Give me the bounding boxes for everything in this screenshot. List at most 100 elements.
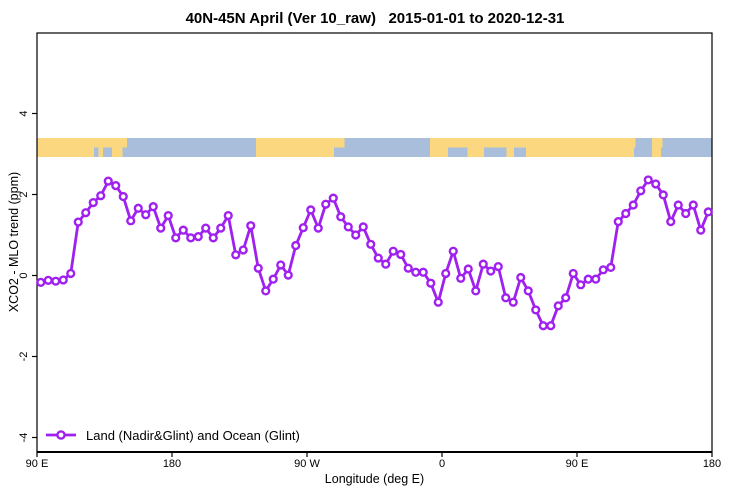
- data-point: [576, 280, 586, 290]
- map-band-land-segment: [430, 138, 636, 148]
- data-point: [81, 208, 91, 218]
- data-point: [651, 179, 661, 189]
- data-point: [411, 267, 421, 277]
- data-point: [418, 267, 428, 277]
- data-point: [688, 200, 698, 210]
- data-point: [216, 223, 226, 233]
- data-point: [553, 301, 563, 311]
- y-axis-title: XCO2 - MLO trend (ppm): [7, 171, 21, 313]
- data-point: [606, 262, 616, 273]
- data-point: [456, 273, 466, 283]
- data-point: [283, 270, 293, 280]
- map-band-ocean-segment: [634, 147, 652, 157]
- data-point: [186, 233, 196, 243]
- data-point: [666, 217, 676, 227]
- x-axis-title: Longitude (deg E): [324, 472, 425, 486]
- data-point: [156, 223, 166, 233]
- data-point: [628, 200, 638, 210]
- data-point: [291, 240, 301, 251]
- data-point: [591, 274, 601, 284]
- data-point: [126, 216, 136, 226]
- data-point: [231, 250, 241, 260]
- data-point: [306, 205, 316, 215]
- y-tick-label: 0: [18, 272, 30, 278]
- data-point: [373, 253, 383, 263]
- legend-circle-icon: [56, 430, 66, 440]
- data-point: [103, 176, 113, 186]
- data-point: [636, 186, 646, 196]
- data-point: [613, 217, 623, 227]
- map-band-ocean-segment: [334, 147, 430, 157]
- map-band-ocean-segment: [514, 147, 526, 157]
- x-tick-label: 0: [439, 458, 445, 470]
- x-tick-label: 90 E: [26, 458, 49, 470]
- data-point: [381, 259, 391, 269]
- data-point: [88, 198, 98, 208]
- map-band-ocean-segment: [448, 147, 468, 157]
- data-point: [343, 222, 353, 232]
- x-tick-label: 180: [163, 458, 181, 470]
- legend-marker: [46, 430, 76, 440]
- data-point: [493, 261, 503, 272]
- data-point: [673, 200, 683, 210]
- data-point: [396, 249, 406, 260]
- data-point: [163, 210, 173, 221]
- data-point: [43, 275, 53, 285]
- data-point: [246, 221, 256, 231]
- data-point: [366, 239, 376, 249]
- data-point: [133, 203, 143, 213]
- y-tick-label: 2: [18, 191, 30, 197]
- map-band-ocean-segment: [127, 138, 256, 148]
- data-point: [208, 233, 218, 243]
- map-band-land-segment: [37, 138, 127, 148]
- data-point: [261, 286, 271, 296]
- data-point: [111, 180, 121, 191]
- data-point: [448, 246, 458, 256]
- data-point: [471, 286, 481, 296]
- data-point: [621, 208, 631, 219]
- data-point: [238, 245, 248, 255]
- map-band-land-segment: [98, 147, 103, 157]
- map-band-land-segment: [256, 147, 334, 157]
- data-point: [148, 202, 158, 212]
- data-point: [486, 266, 496, 276]
- data-point: [223, 210, 233, 221]
- y-tick-label: -2: [18, 352, 30, 362]
- map-band-land-segment: [506, 147, 514, 157]
- data-point: [523, 286, 533, 296]
- data-point: [516, 272, 526, 283]
- data-point: [171, 233, 181, 243]
- data-point: [598, 265, 608, 275]
- data-point: [478, 259, 488, 269]
- map-band-ocean-segment: [661, 147, 712, 157]
- legend-label: Land (Nadir&Glint) and Ocean (Glint): [86, 427, 300, 443]
- data-point: [501, 293, 511, 303]
- map-band-land-segment: [430, 147, 448, 157]
- data-point: [73, 217, 83, 227]
- y-tick-label: 4: [18, 110, 30, 116]
- map-band-land-segment: [112, 147, 123, 157]
- data-point: [66, 268, 76, 279]
- data-point: [703, 207, 713, 217]
- data-point: [193, 232, 203, 242]
- x-tick-label: 180: [703, 458, 721, 470]
- chart-title: 40N-45N April (Ver 10_raw) 2015-01-01 to…: [185, 10, 565, 27]
- y-tick-label: -4: [18, 433, 30, 443]
- data-point: [178, 225, 188, 235]
- data-point: [36, 277, 46, 287]
- map-band-ocean-segment: [635, 138, 652, 148]
- data-point: [58, 275, 68, 285]
- data-point: [313, 223, 323, 233]
- data-point: [96, 191, 106, 201]
- legend: Land (Nadir&Glint) and Ocean (Glint): [44, 427, 300, 443]
- x-tick-label: 90 W: [294, 458, 320, 470]
- data-point: [696, 225, 706, 235]
- data-point: [561, 293, 571, 303]
- data-point: [433, 297, 443, 307]
- data-point: [643, 175, 653, 185]
- data-point: [546, 321, 556, 331]
- map-band-ocean-segment: [344, 138, 430, 148]
- x-tick-label: 90 E: [566, 458, 589, 470]
